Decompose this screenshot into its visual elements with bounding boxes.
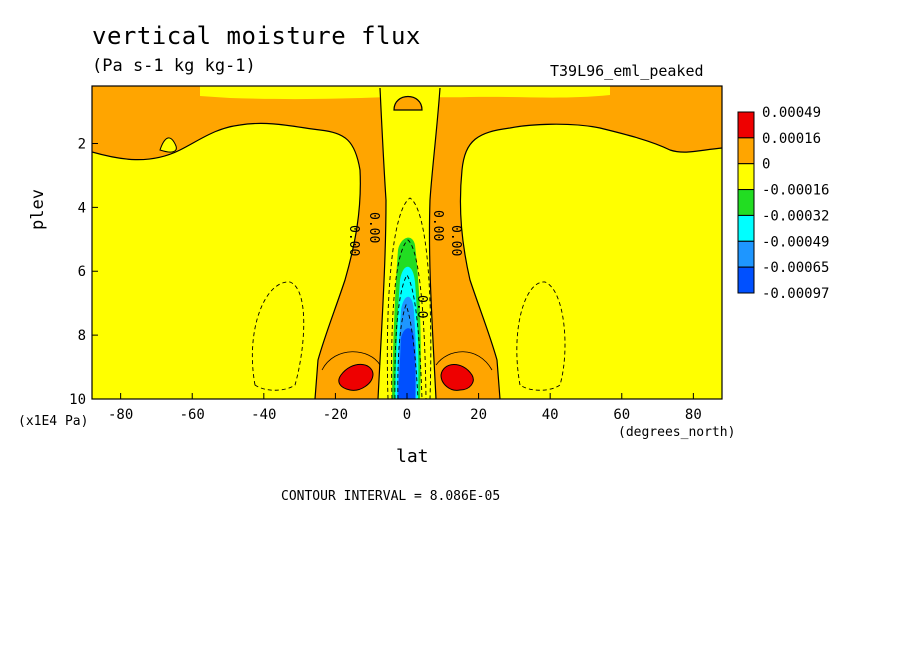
y-tick-label: 10 xyxy=(69,392,86,408)
chart-title: vertical moisture flux xyxy=(92,22,421,50)
contour-line-zero-west xyxy=(92,122,361,399)
dashed-contour-center-4 xyxy=(397,303,419,399)
dashed-contour-center-2 xyxy=(391,239,427,399)
dashed-contour-east xyxy=(516,281,566,391)
x-tick-label: -80 xyxy=(108,407,133,423)
contour-line-zero-east xyxy=(459,123,722,399)
contour-label: 0.00 xyxy=(448,225,463,256)
region-near-zero-main-east xyxy=(460,124,722,399)
region-near-zero-upper xyxy=(200,86,610,100)
x-tick-label: -40 xyxy=(251,407,276,423)
contour-line-islet xyxy=(159,137,177,153)
x-tick-label: 0 xyxy=(403,407,411,423)
colorbar-label: -0.00032 xyxy=(762,208,829,224)
contour-label: 0.00 xyxy=(430,210,445,241)
colorbar-label: -0.00049 xyxy=(762,234,829,250)
region-strong-negative xyxy=(398,328,416,399)
colorbar-swatch xyxy=(737,266,755,294)
contour-line-red-east xyxy=(440,364,474,391)
dashed-contour-west xyxy=(251,281,305,391)
contour-interval-note: CONTOUR INTERVAL = 8.086E-05 xyxy=(281,489,501,504)
colorbar-label: 0.00049 xyxy=(762,105,821,121)
contour-line-positive-west xyxy=(321,351,381,371)
contour-line-layer xyxy=(92,87,722,399)
colorbar-swatch xyxy=(737,240,755,268)
contour-line-zero-center-east xyxy=(428,87,441,399)
dashed-contour-center-3 xyxy=(394,274,423,399)
colorbar-label: -0.00097 xyxy=(762,286,829,302)
y-axis-ticks: 2 4 6 8 10 xyxy=(69,136,98,408)
x-tick-label: 20 xyxy=(470,407,487,423)
x-tick-label: 60 xyxy=(613,407,630,423)
contour-label: 0.0 xyxy=(414,295,429,318)
x-tick-label: -60 xyxy=(180,407,205,423)
colorbar-swatch xyxy=(737,111,755,139)
colorbar: 0.00049 0.00016 0 -0.00016 -0.00032 -0.00049 -… xyxy=(737,105,829,302)
colorbar-label: 0.00016 xyxy=(762,131,821,147)
contour-label: 0.00 xyxy=(366,212,381,243)
y-tick-label: 2 xyxy=(78,136,86,152)
dashed-negative-contours xyxy=(251,197,566,399)
region-near-zero-top-bubble xyxy=(394,96,422,110)
contour-label-layer: 0.00 0.00 0.00 0.00 0.0 xyxy=(346,210,463,318)
contour-fill-layer xyxy=(92,86,722,399)
colorbar-label: 0 xyxy=(762,157,770,173)
colorbar-label: -0.00065 xyxy=(762,260,829,276)
y-tick-label: 4 xyxy=(78,200,86,216)
contour-label: 0.00 xyxy=(346,225,361,256)
contour-line-positive-east xyxy=(435,351,493,371)
colorbar-swatch xyxy=(737,137,755,165)
y-tick-label: 8 xyxy=(78,328,86,344)
dashed-contour-center-1 xyxy=(386,197,432,399)
contour-line-top-bubble xyxy=(393,95,423,111)
y-axis-units: (x1E4 Pa) xyxy=(18,414,89,429)
x-tick-label: 80 xyxy=(685,407,702,423)
contour-line-zero-center-west xyxy=(377,87,387,399)
colorbar-swatch xyxy=(737,214,755,242)
chart-subtitle: (Pa s-1 kg kg-1) xyxy=(92,56,256,76)
y-tick-label: 6 xyxy=(78,264,86,280)
dataset-label: T39L96_eml_peaked xyxy=(550,62,704,80)
colorbar-swatch xyxy=(737,189,755,216)
x-axis-label: lat xyxy=(396,446,429,467)
colorbar-label: -0.00016 xyxy=(762,183,829,199)
x-tick-label: 40 xyxy=(542,407,559,423)
x-axis-ticks: -80 -60 -40 -20 0 20 40 60 80 xyxy=(108,393,702,423)
region-near-zero-main xyxy=(92,123,361,399)
x-tick-label: -20 xyxy=(323,407,348,423)
region-strong-positive-west xyxy=(338,364,373,391)
contour-line-red-west xyxy=(338,363,374,391)
colorbar-swatch xyxy=(737,163,755,191)
region-strong-positive-east xyxy=(441,364,474,391)
x-axis-units: (degrees_north) xyxy=(618,425,736,440)
